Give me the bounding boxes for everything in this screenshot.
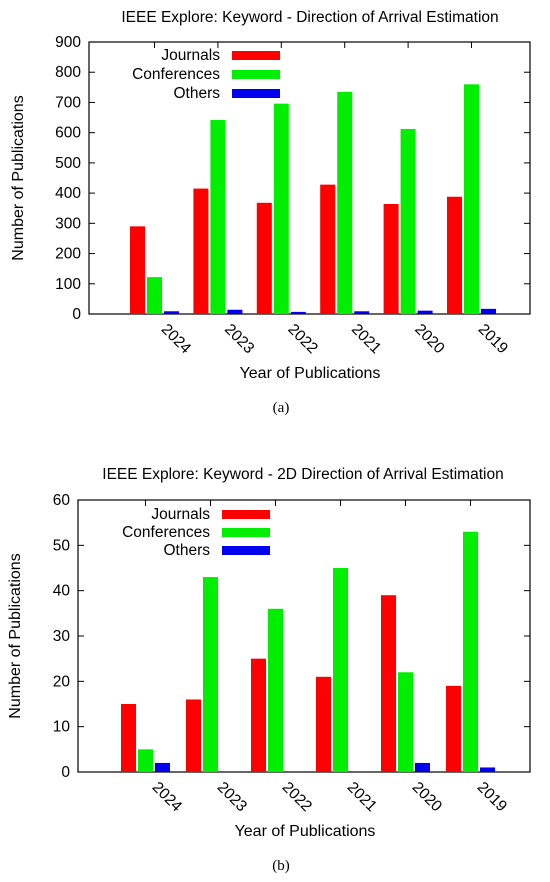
bar-conferences-2020 (400, 129, 416, 314)
bar-conferences-2020 (398, 672, 413, 772)
bar-journals-2024 (121, 704, 136, 772)
y-tick-label: 0 (61, 764, 70, 781)
y-tick-label: 200 (55, 246, 81, 263)
subfigure-label: (a) (273, 400, 290, 416)
legend-swatch-conferences (222, 528, 270, 537)
y-tick-label: 100 (55, 276, 81, 293)
y-axis-label: Number of Publications (7, 553, 24, 718)
bar-others-2022 (290, 311, 306, 314)
bar-others-2020 (417, 310, 433, 314)
bar-conferences-2021 (333, 568, 348, 772)
bar-conferences-2021 (337, 91, 353, 314)
bar-others-2019 (480, 767, 495, 772)
y-tick-label: 300 (55, 215, 81, 232)
bar-conferences-2022 (268, 608, 283, 772)
chart-title: IEEE Explore: Keyword - Direction of Arr… (121, 9, 498, 26)
y-tick-label: 40 (53, 583, 71, 600)
x-tick-label: 2019 (474, 779, 510, 815)
plot-frame (88, 41, 531, 315)
bar-others-2023 (227, 309, 243, 314)
y-tick-label: 50 (53, 537, 71, 554)
x-tick-label: 2023 (221, 321, 257, 357)
legend-label-others: Others (163, 542, 210, 559)
y-tick-label: 10 (53, 719, 71, 736)
x-tick-label: 2021 (344, 779, 380, 815)
bar-journals-2020 (381, 595, 396, 772)
chart-b: IEEE Explore: Keyword - 2D Direction of … (7, 466, 531, 874)
x-tick-label: 2020 (411, 321, 448, 358)
legend-swatch-others (232, 89, 280, 98)
bar-conferences-2019 (464, 84, 479, 314)
legend: Journals Conferences Others (132, 47, 280, 102)
bar-others-2020 (415, 762, 430, 772)
bar-conferences-2023 (203, 577, 218, 772)
x-axis-label: Year of Publications (240, 365, 381, 382)
y-axis-ticks: 0 100 200 300 400 500 600 700 800 900 (55, 34, 530, 323)
legend-swatch-others (222, 546, 270, 555)
bar-journals-2022 (251, 658, 266, 772)
y-tick-label: 700 (55, 94, 81, 111)
bar-conferences-2023 (210, 119, 226, 315)
bar-others-2019 (481, 308, 496, 314)
bar-others-2024 (155, 762, 170, 772)
bar-conferences-2022 (273, 103, 289, 314)
bars (130, 84, 496, 315)
y-tick-label: 30 (53, 628, 71, 645)
y-tick-label: 60 (53, 492, 71, 509)
subfigure-label: (b) (272, 858, 290, 874)
legend-label-others: Others (173, 85, 220, 102)
bar-conferences-2024 (147, 277, 162, 314)
bar-journals-2021 (316, 676, 331, 772)
chart-title: IEEE Explore: Keyword - 2D Direction of … (102, 466, 503, 483)
x-tick-label: 2019 (475, 321, 511, 357)
bar-others-2024 (164, 311, 179, 314)
bar-journals-2019 (447, 196, 462, 314)
legend-label-conferences: Conferences (122, 524, 210, 541)
y-tick-label: 800 (55, 64, 81, 81)
bar-journals-2021 (320, 184, 336, 314)
x-tick-label: 2022 (284, 321, 320, 357)
bars (121, 531, 495, 772)
x-tick-label: 2024 (158, 321, 195, 358)
bar-journals-2020 (383, 203, 399, 314)
x-tick-label: 2020 (409, 779, 446, 816)
bar-journals-2019 (446, 685, 461, 772)
chart-a: IEEE Explore: Keyword - Direction of Arr… (10, 9, 531, 416)
legend-label-journals: Journals (151, 506, 210, 523)
y-tick-label: 900 (55, 34, 81, 51)
x-axis-label: Year of Publications (235, 823, 376, 840)
y-tick-label: 600 (55, 125, 81, 142)
x-tick-label: 2021 (348, 321, 384, 357)
y-tick-label: 400 (55, 185, 81, 202)
y-axis-ticks: 0 10 20 30 40 50 60 (53, 492, 530, 781)
x-tick-label: 2023 (214, 779, 250, 815)
legend-label-conferences: Conferences (132, 66, 220, 83)
bar-journals-2023 (186, 699, 201, 772)
bar-journals-2024 (130, 226, 145, 314)
y-tick-label: 20 (53, 673, 71, 690)
y-axis-label: Number of Publications (10, 95, 27, 260)
x-tick-label: 2024 (149, 779, 186, 816)
bar-conferences-2019 (463, 531, 478, 772)
bar-conferences-2024 (138, 749, 153, 772)
bar-journals-2022 (256, 202, 272, 314)
y-tick-label: 500 (55, 155, 81, 172)
x-tick-label: 2022 (279, 779, 315, 815)
legend-swatch-conferences (232, 70, 280, 79)
bar-others-2021 (354, 311, 370, 314)
legend-swatch-journals (232, 51, 280, 60)
y-tick-label: 0 (72, 306, 81, 323)
legend-label-journals: Journals (161, 47, 220, 64)
legend-swatch-journals (222, 510, 270, 519)
bar-journals-2023 (193, 188, 209, 314)
